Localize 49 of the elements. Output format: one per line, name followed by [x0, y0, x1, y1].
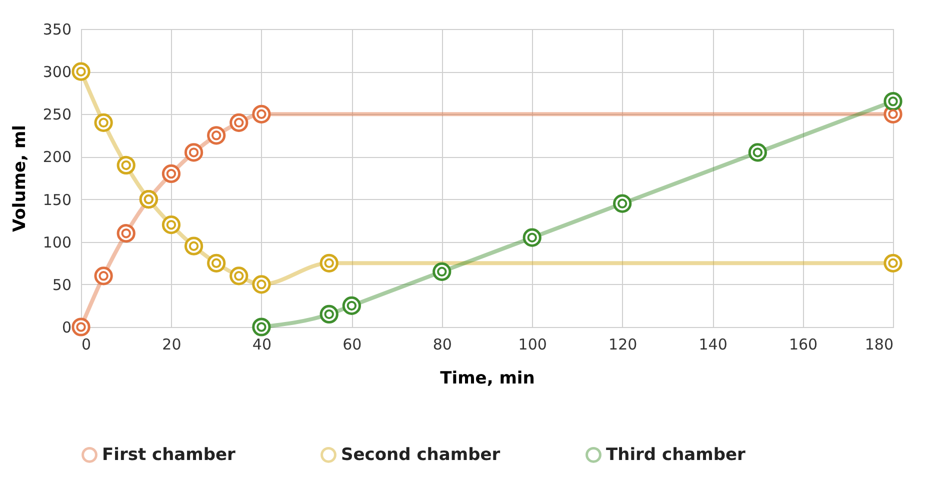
point	[342, 296, 361, 316]
point	[184, 236, 204, 256]
point	[162, 164, 181, 184]
y-tick-label: 100	[42, 233, 72, 252]
point	[184, 143, 204, 162]
y-tick-label: 50	[52, 276, 72, 294]
x-tick-label: 80	[432, 336, 452, 354]
x-axis-title: Time, min	[440, 368, 535, 388]
point	[230, 266, 248, 286]
y-axis-title: Volume, ml	[10, 125, 30, 232]
point	[94, 266, 113, 286]
point	[116, 156, 136, 175]
point	[207, 126, 226, 145]
x-tick-label: 140	[698, 336, 728, 354]
y-tick-label: 0	[62, 318, 72, 336]
point	[320, 254, 338, 272]
point	[320, 304, 338, 324]
point	[884, 92, 902, 111]
point	[230, 113, 248, 132]
y-tick-label: 300	[42, 63, 72, 82]
legend-label: Second chamber	[341, 444, 501, 465]
x-tick-label: 120	[608, 336, 638, 354]
y-tick-label: 200	[42, 148, 72, 166]
point	[884, 254, 902, 272]
point	[252, 104, 271, 124]
point	[252, 318, 271, 336]
x-tick-label: 100	[518, 336, 547, 354]
y-tick-label: 150	[42, 190, 72, 209]
y-tick-label: 250	[42, 106, 72, 124]
point	[252, 275, 271, 294]
point	[432, 262, 452, 281]
point	[72, 318, 90, 336]
x-tick-label: 60	[342, 336, 362, 354]
point	[748, 143, 767, 162]
point	[522, 228, 542, 247]
x-tick-label: 160	[788, 336, 818, 354]
x-tick-label: 0	[82, 336, 92, 354]
point	[116, 224, 136, 243]
point	[94, 113, 113, 132]
point	[72, 62, 90, 81]
x-tick-label: 180	[864, 336, 894, 354]
point	[162, 216, 181, 234]
legend-label: First chamber	[102, 444, 236, 465]
x-tick-label: 20	[162, 336, 182, 354]
point	[207, 254, 226, 272]
legend-label: Third chamber	[606, 444, 746, 465]
point	[613, 194, 632, 213]
x-tick-label: 40	[252, 336, 272, 354]
y-tick-label: 350	[42, 20, 72, 38]
